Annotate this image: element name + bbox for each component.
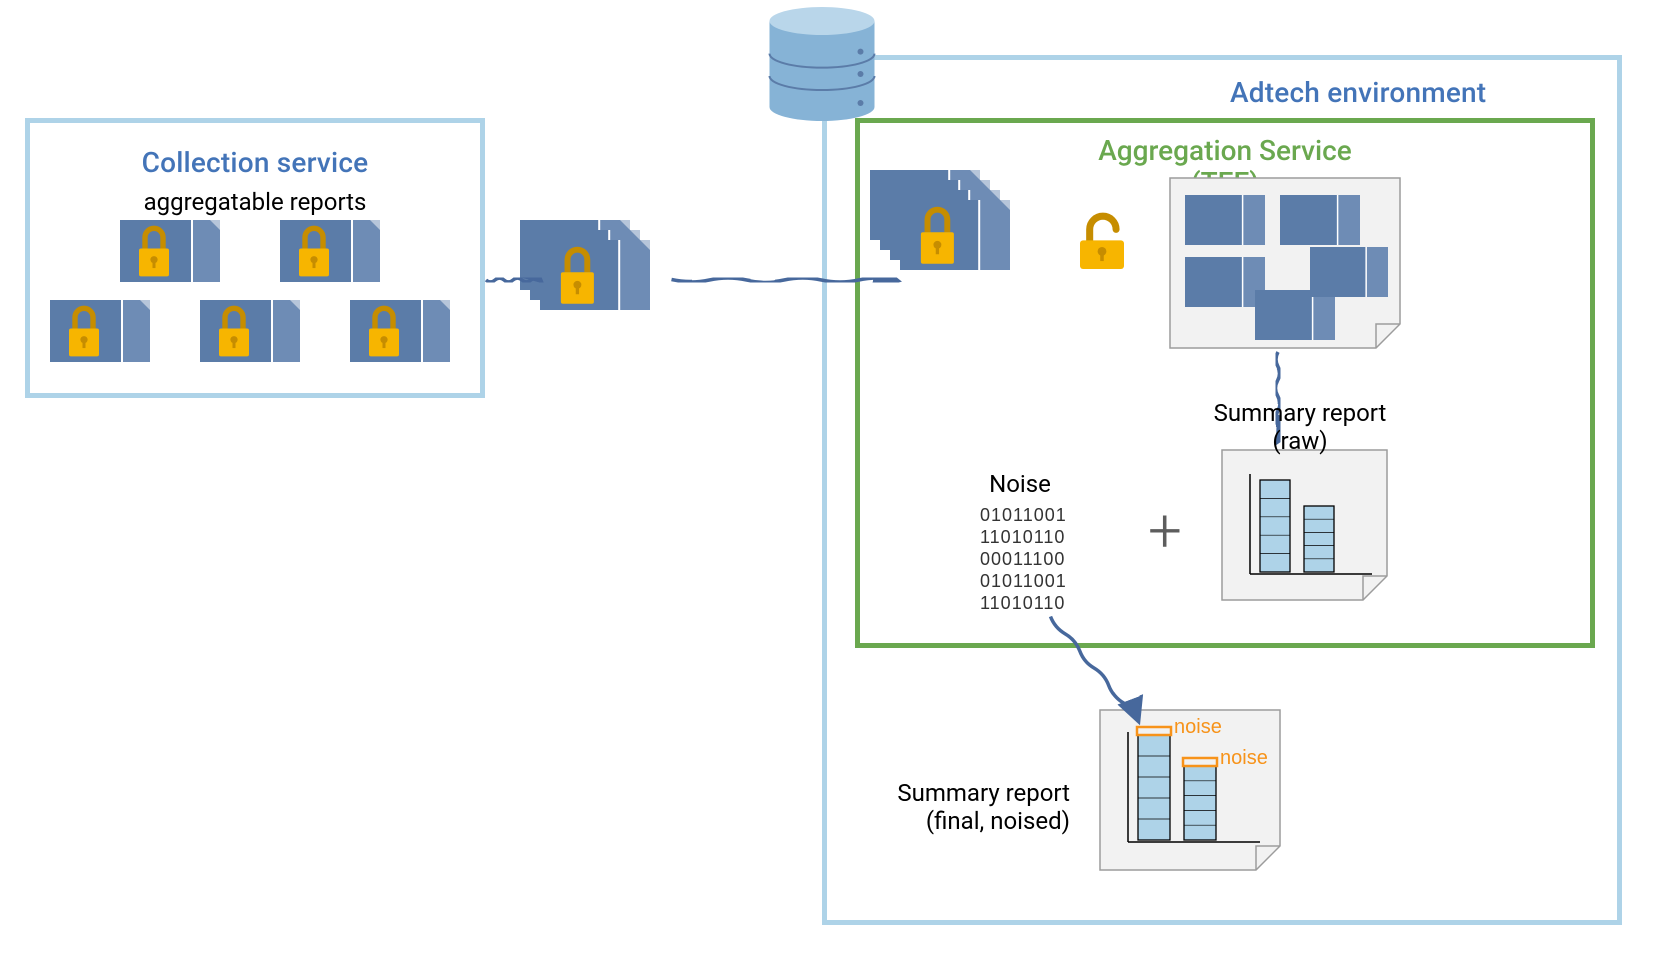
encrypted-report-icon xyxy=(50,300,150,362)
noise-bits-row: 01011001 xyxy=(980,504,1067,526)
summary-raw-line1: Summary report xyxy=(1214,399,1387,427)
diagram-canvas: Adtech environment Aggregation Service (… xyxy=(0,0,1672,969)
noise-binary-text: 0101100111010110000111000101100111010110 xyxy=(980,504,1067,614)
diagram-svg: noise noise xyxy=(0,0,1672,969)
arrow-collection-to-transit xyxy=(486,278,540,282)
arrow-noise-to-final xyxy=(1050,616,1138,720)
encrypted-report-stack-transit xyxy=(520,220,650,310)
noise-bits-row: 00011100 xyxy=(980,548,1067,570)
noise-label: Noise xyxy=(960,470,1080,498)
summary-final-label: Summary report (final, noised) xyxy=(860,780,1070,835)
summary-raw-line2: (raw) xyxy=(1272,427,1327,455)
bar-chart-bar xyxy=(1137,727,1171,840)
encrypted-report-icon xyxy=(280,220,380,282)
summary-final-line1: Summary report xyxy=(897,779,1070,807)
unlock-icon xyxy=(1080,216,1124,269)
bar-chart-bar xyxy=(1183,758,1217,840)
encrypted-report-icon xyxy=(120,220,220,282)
encrypted-report-icon xyxy=(540,240,650,310)
database-icon xyxy=(770,7,875,121)
noise-tag: noise xyxy=(1174,716,1222,738)
bar-chart-bar xyxy=(1304,506,1334,572)
noise-bits-row: 11010110 xyxy=(980,526,1067,548)
noise-tag: noise xyxy=(1220,747,1268,769)
summary-final-line2: (final, noised) xyxy=(926,807,1070,835)
arrow-transit-to-tee xyxy=(672,278,896,282)
encrypted-report-icon xyxy=(900,200,1010,270)
encrypted-report-icon xyxy=(350,300,450,362)
summary-raw-label: Summary report (raw) xyxy=(1195,400,1405,455)
encrypted-report-icon xyxy=(200,300,300,362)
noise-bits-row: 11010110 xyxy=(980,592,1067,614)
noise-bits-row: 01011001 xyxy=(980,570,1067,592)
plus-icon: + xyxy=(1148,495,1182,566)
bar-chart-bar xyxy=(1260,480,1290,572)
encrypted-report-stack-tee xyxy=(870,170,1010,270)
